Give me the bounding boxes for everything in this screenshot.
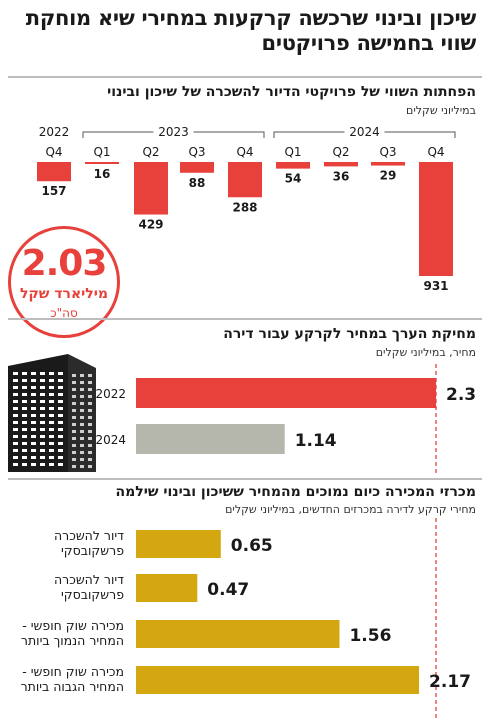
bar [134,162,168,215]
bar [324,162,358,167]
bar [136,574,198,602]
quarter-label: Q4 [45,145,62,159]
category-label: 2022 [95,387,126,401]
bar [228,162,262,198]
quarter-label: Q1 [284,145,301,159]
bar [371,162,405,166]
category-label-line: פרשקובסקי [61,587,124,602]
divider [8,318,482,320]
category-label-line: המחיר הנמוך ביותר [20,633,124,648]
data-label: 0.65 [231,536,273,556]
total-badge: 2.03 מיליארד שקל סה"כ [8,226,120,338]
bar [136,378,436,408]
bar [85,162,119,164]
quarter-label: Q2 [142,145,159,159]
category-label: מכירה שוק חופשי - המחיר הנמוך ביותר [21,618,124,648]
total-label: סה"כ [50,306,78,320]
tender-prices-chart: 0.65 0.47 1.56 2.17 [136,518,471,718]
data-label: 1.56 [349,626,391,646]
divider [8,76,482,78]
chart2-subtitle: מחיר, במיליוני שקלים [375,346,476,359]
quarter-label: Q3 [188,145,205,159]
data-label: 429 [138,218,163,232]
land-price-chart: 2022 2.3 2024 1.14 [95,364,476,474]
data-label: 157 [41,184,66,198]
divider [8,478,482,480]
bar [136,424,285,454]
total-unit: מיליארד שקל [20,286,108,302]
category-label: דיור להשכרה פרשקובסקי [54,528,124,558]
data-label: 88 [189,176,206,190]
category-label-line: דיור להשכרה [53,572,124,587]
data-label: 16 [94,167,111,181]
quarter-label: Q4 [236,145,253,159]
year-label: 2024 [349,125,380,139]
chart2-title: מחיקת הערך במחיר לקרקע עבור דירה [223,326,476,342]
category-label-line: פרשקובסקי [61,543,124,558]
category-label-line: מכירה שוק חופשי - [22,664,124,679]
category-label: מכירה שוק חופשי - המחיר הגבוה ביותר [21,664,124,694]
category-label: 2024 [95,433,126,447]
data-label: 36 [333,169,350,183]
chart3-title: מכרזי המכירה כיום נמוכים מהמחיר ששיכון ו… [115,484,476,500]
quarter-label: Q3 [379,145,396,159]
bar [136,666,420,694]
quarter-label: Q4 [427,145,444,159]
data-label: 54 [285,172,302,186]
bar [276,162,310,169]
total-value: 2.03 [21,243,108,284]
bar [419,162,453,276]
bar [37,162,71,182]
data-label: 0.47 [207,580,249,600]
bar [180,162,214,173]
chart1-subtitle: במיליוני שקלים [406,104,476,117]
chart1-title: הפחתות השווי של פרויקטי הדיור להשכרה של … [107,84,476,100]
quarter-label: Q1 [93,145,110,159]
year-label: 2022 [39,125,70,139]
data-label: 2.3 [446,385,476,405]
category-label-line: מכירה שוק חופשי - [22,618,124,633]
category-label-line: המחיר הגבוה ביותר [20,679,124,694]
quarterly-writedowns-chart: 2022 2023 2024 Q4 157 Q1 16 Q2 429 Q3 88 Q4 288 Q1 54 Q… [37,124,456,293]
category-label-line: דיור להשכרה [53,528,124,543]
data-label: 288 [232,200,257,214]
data-label: 29 [380,169,397,183]
category-label: דיור להשכרה פרשקובסקי [54,572,124,602]
chart3-subtitle: מחירי קרקע לדירה במכרזים החדשים, במיליונ… [225,503,476,516]
data-label: 931 [423,279,448,293]
data-label: 1.14 [295,431,337,451]
quarter-label: Q2 [332,145,349,159]
main-title: שיכון ובינוי שרכשה קרקעות במחירי שיא מוח… [25,6,477,55]
year-label: 2023 [158,125,189,139]
building-icon [8,354,96,472]
bar [136,530,221,558]
bar [136,620,340,648]
data-label: 2.17 [429,672,471,692]
